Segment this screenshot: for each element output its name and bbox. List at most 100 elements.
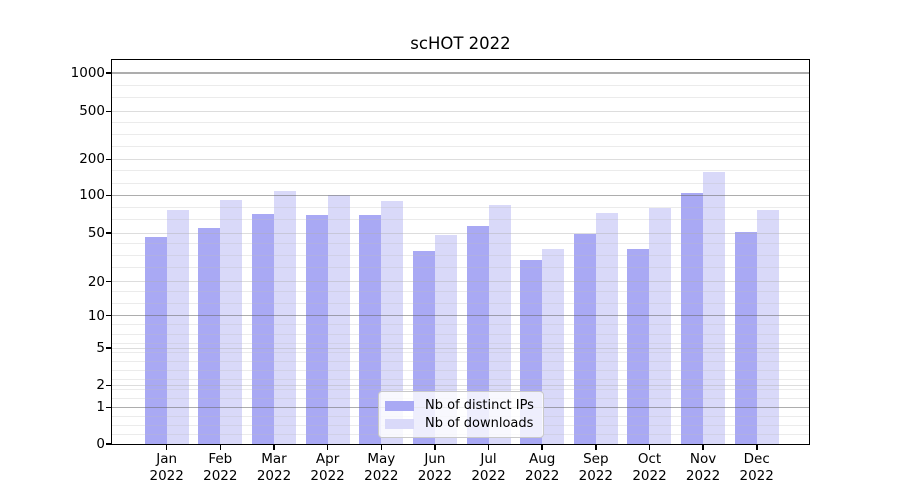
x-tick-label: May 2022 xyxy=(364,451,399,484)
y-axis-tick xyxy=(106,314,111,317)
gridline xyxy=(112,384,809,386)
bar-nb-of-distinct-ips xyxy=(251,214,274,444)
y-axis-tick xyxy=(106,158,111,161)
x-tick-label: Dec 2022 xyxy=(739,451,774,484)
gridline xyxy=(112,370,809,372)
y-tick-label: 500 xyxy=(79,103,105,120)
gridline xyxy=(112,351,809,353)
gridline xyxy=(112,194,809,196)
y-tick-label: 2 xyxy=(96,377,105,394)
bar-nb-of-downloads xyxy=(756,209,779,444)
gridline xyxy=(112,324,809,326)
gridline xyxy=(112,219,809,220)
gridline xyxy=(112,232,809,234)
gridline xyxy=(112,342,809,344)
x-tick-label: Jul 2022 xyxy=(471,451,506,484)
bar-nb-of-downloads xyxy=(381,201,404,444)
x-axis-tick xyxy=(648,445,651,450)
bar-nb-of-distinct-ips xyxy=(681,193,704,444)
bar-nb-of-downloads xyxy=(166,209,189,444)
bar-nb-of-downloads xyxy=(649,207,672,444)
legend-label-downloads: Nb of downloads xyxy=(425,416,534,431)
x-axis-tick xyxy=(219,445,222,450)
gridline xyxy=(112,291,809,293)
y-axis-tick xyxy=(106,72,111,74)
y-axis-tick xyxy=(106,384,111,387)
chart-title: scHOT 2022 xyxy=(410,34,511,53)
y-tick-label: 10 xyxy=(87,307,105,324)
bar-nb-of-distinct-ips xyxy=(466,225,489,444)
y-axis-tick xyxy=(106,232,111,234)
bar-nb-of-distinct-ips xyxy=(144,237,167,444)
x-axis-tick xyxy=(541,445,543,450)
bar-nb-of-distinct-ips xyxy=(573,234,596,444)
bar-nb-of-distinct-ips xyxy=(627,249,650,444)
gridline xyxy=(112,84,809,86)
x-tick-label: Jun 2022 xyxy=(417,451,453,484)
y-axis-tick xyxy=(106,280,111,283)
x-tick-label: Nov 2022 xyxy=(685,451,721,484)
x-axis-tick xyxy=(326,445,329,450)
y-tick-label: 20 xyxy=(87,273,105,290)
y-axis-tick xyxy=(106,194,111,197)
gridline xyxy=(112,379,809,381)
y-tick-label: 1000 xyxy=(70,65,105,81)
x-tick-label: Oct 2022 xyxy=(632,451,667,484)
bar-nb-of-downloads xyxy=(220,199,243,444)
x-axis-tick xyxy=(702,445,704,450)
plot-area xyxy=(111,59,810,445)
gridline xyxy=(112,333,809,335)
y-tick-label: 5 xyxy=(96,340,105,356)
y-tick-label: 1 xyxy=(96,399,105,416)
y-axis-tick xyxy=(106,110,111,113)
x-tick-label: Aug 2022 xyxy=(525,451,560,484)
y-axis-tick xyxy=(106,347,111,349)
bar-nb-of-downloads xyxy=(703,172,726,444)
y-axis-tick xyxy=(106,406,111,409)
gridline xyxy=(112,206,809,208)
x-tick-label: Jan 2022 xyxy=(149,451,184,484)
gridline xyxy=(112,121,809,123)
bar-nb-of-distinct-ips xyxy=(359,214,382,444)
gridline xyxy=(112,388,809,390)
gridline xyxy=(112,97,809,98)
y-tick-label: 100 xyxy=(79,187,105,204)
x-tick-label: Sep 2022 xyxy=(578,451,613,484)
x-axis-tick xyxy=(165,445,168,450)
x-axis-tick xyxy=(487,445,490,450)
bar-nb-of-distinct-ips xyxy=(734,231,757,444)
legend-swatch-distinct-ips-icon xyxy=(385,400,414,411)
bar-nb-of-downloads xyxy=(595,213,618,444)
legend-item-distinct-ips: Nb of distinct IPs xyxy=(385,397,534,414)
gridline xyxy=(112,303,809,305)
legend-label-distinct-ips: Nb of distinct IPs xyxy=(425,398,534,413)
gridline xyxy=(112,133,809,135)
x-axis-tick xyxy=(434,445,436,450)
x-axis-tick xyxy=(756,445,758,450)
gridline xyxy=(112,72,809,74)
x-axis-tick xyxy=(380,445,382,450)
bar-nb-of-distinct-ips xyxy=(305,214,328,444)
x-axis-tick xyxy=(273,445,275,450)
gridline xyxy=(112,182,809,184)
gridline xyxy=(112,170,809,172)
bar-nb-of-downloads xyxy=(327,195,350,444)
bar-nb-of-downloads xyxy=(488,204,511,444)
gridline xyxy=(112,243,809,244)
legend: Nb of distinct IPs Nb of downloads xyxy=(378,391,544,438)
gridline xyxy=(112,314,809,317)
y-axis-tick xyxy=(106,443,111,445)
gridline xyxy=(112,158,809,160)
gridline xyxy=(112,145,809,147)
bar-nb-of-downloads xyxy=(273,191,296,444)
gridline xyxy=(112,361,809,362)
legend-swatch-downloads-icon xyxy=(385,418,414,429)
gridline xyxy=(112,281,809,283)
bar-nb-of-distinct-ips xyxy=(198,227,221,444)
x-axis-tick xyxy=(595,445,597,450)
legend-item-downloads: Nb of downloads xyxy=(385,415,534,432)
grid-layer xyxy=(112,60,809,444)
gridline xyxy=(112,267,809,269)
gridline xyxy=(112,110,809,112)
